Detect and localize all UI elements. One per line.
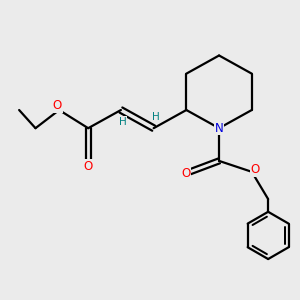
Text: H: H <box>152 112 159 122</box>
Text: O: O <box>181 167 190 180</box>
Text: O: O <box>84 160 93 173</box>
Text: O: O <box>53 99 62 112</box>
Text: H: H <box>119 117 127 127</box>
Text: N: N <box>215 122 224 135</box>
Text: O: O <box>251 164 260 176</box>
